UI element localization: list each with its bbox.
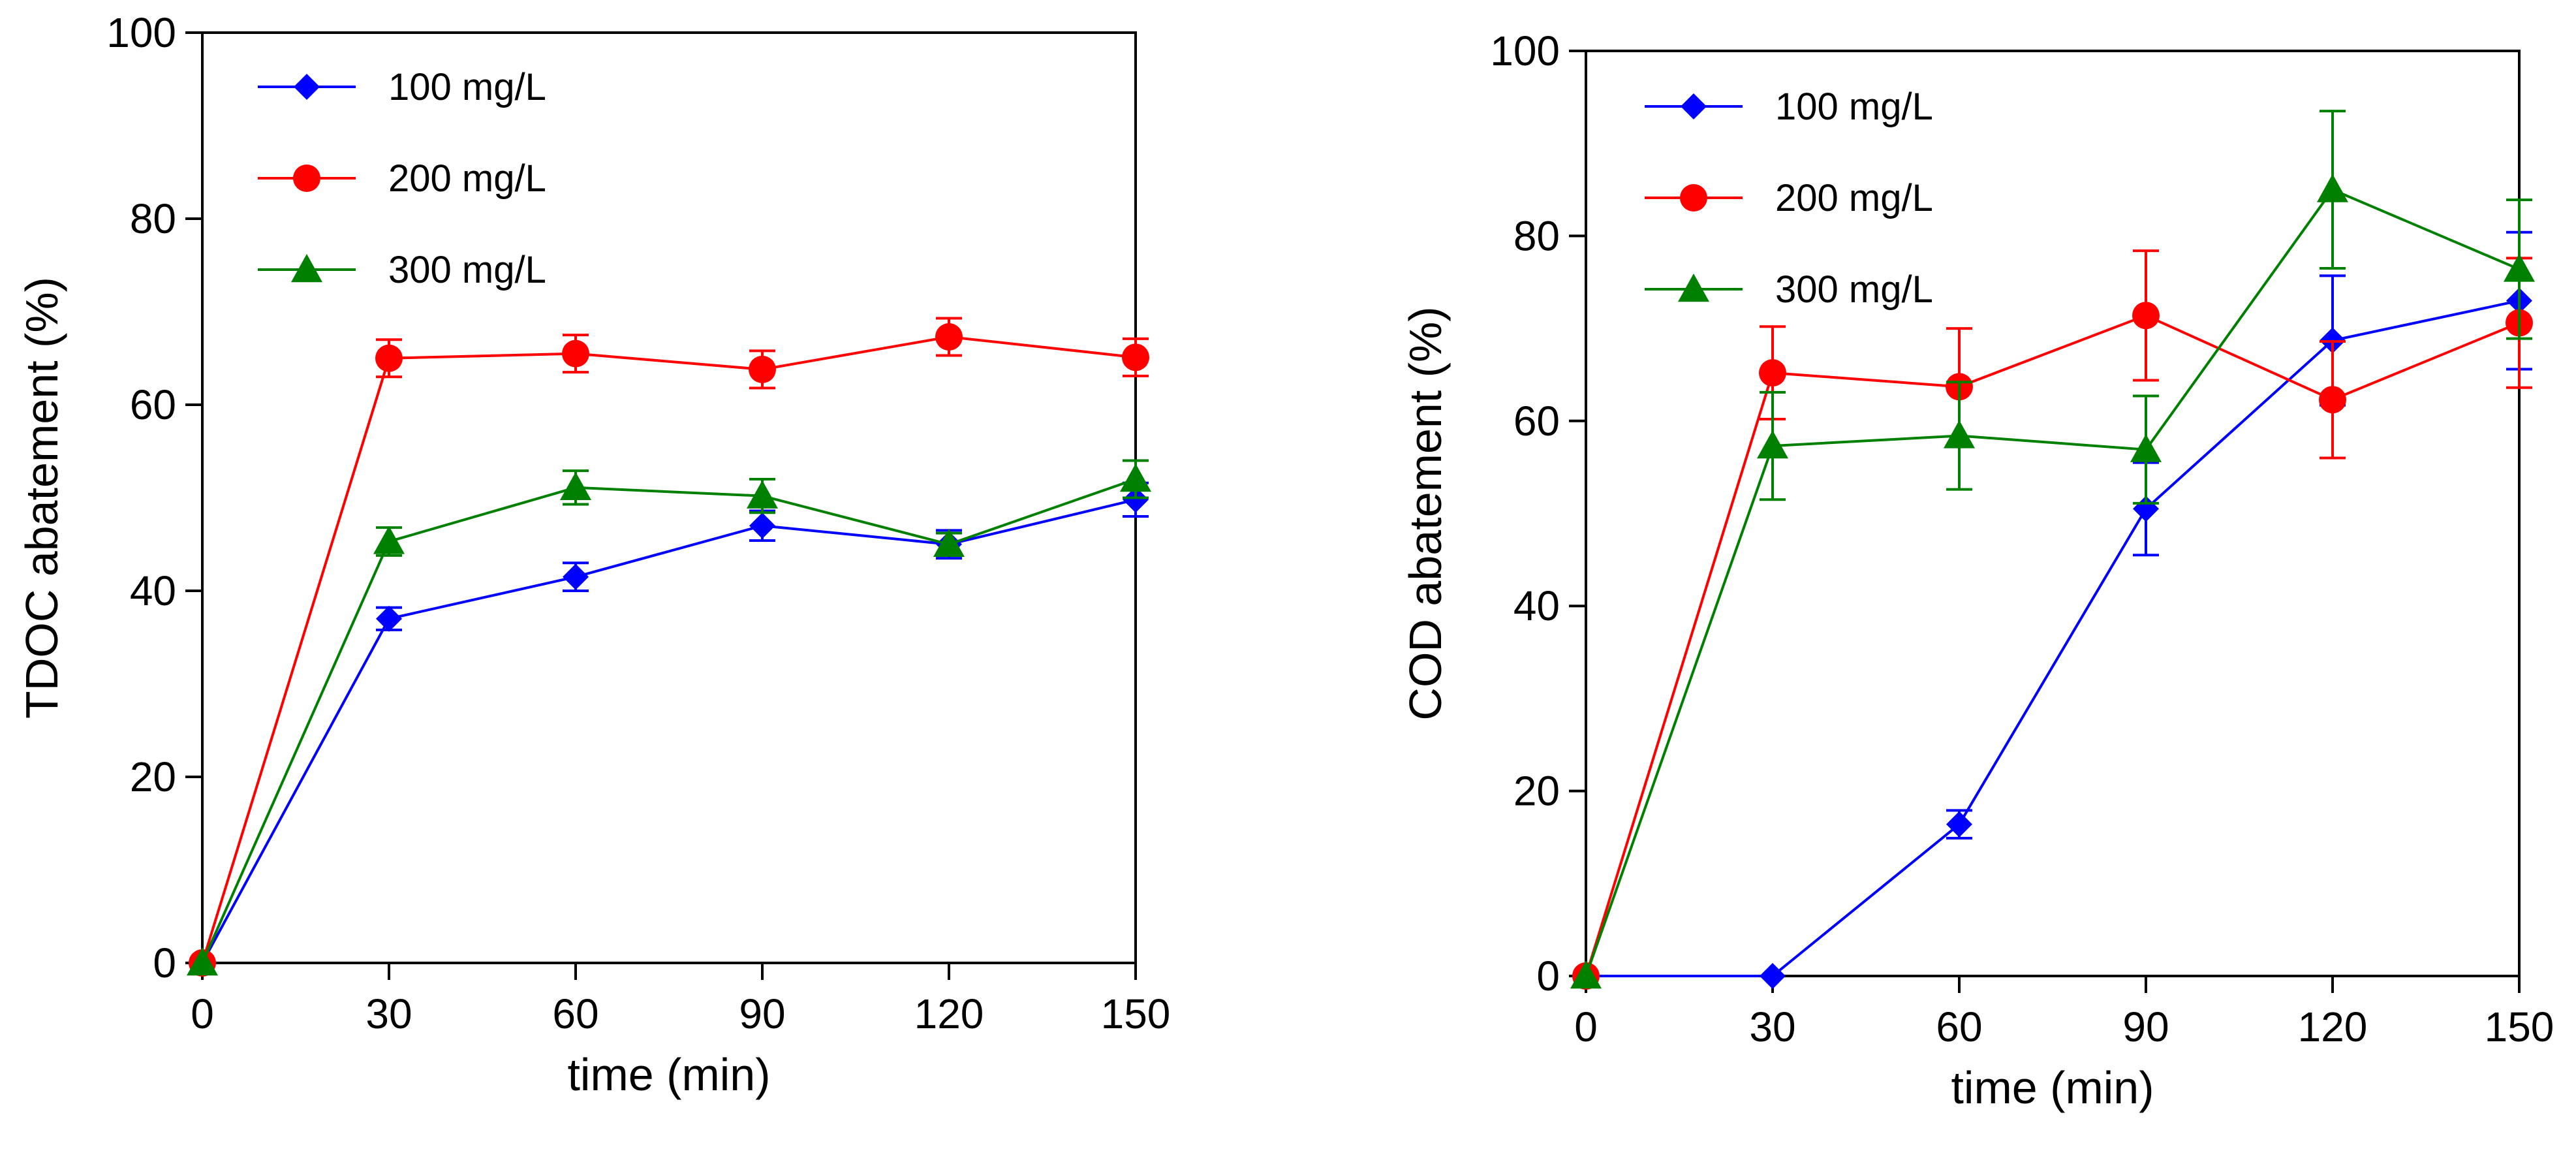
series-300-mg-l xyxy=(1570,110,2535,989)
data-point xyxy=(747,480,778,509)
data-point xyxy=(373,526,405,554)
y-tick-label: 40 xyxy=(130,567,176,614)
data-point xyxy=(933,528,965,557)
legend: 100 mg/L 200 mg/L 300 mg/L xyxy=(1645,86,1933,311)
y-tick-label: 20 xyxy=(130,753,176,800)
legend-label: 100 mg/L xyxy=(1775,86,1933,128)
series-line xyxy=(201,478,1136,964)
y-tick-label: 100 xyxy=(106,9,176,56)
plot-frame xyxy=(201,31,1137,964)
data-point xyxy=(1759,359,1786,387)
legend-marker xyxy=(1678,274,1709,302)
legend: 100 mg/L 200 mg/L 300 mg/L xyxy=(258,66,546,291)
x-tick-label: 90 xyxy=(739,990,785,1037)
y-tick-label: 60 xyxy=(130,381,176,428)
x-tick-label: 0 xyxy=(191,990,214,1037)
y-tick-label: 80 xyxy=(130,195,176,242)
legend-marker xyxy=(294,74,320,100)
legend-marker xyxy=(293,165,320,192)
series-line xyxy=(201,335,1136,964)
data-point xyxy=(1946,811,1972,838)
y-tick-label: 100 xyxy=(1490,27,1560,74)
series-line xyxy=(1586,299,2520,977)
series-line xyxy=(1585,188,2520,977)
data-point xyxy=(187,947,218,976)
data-point xyxy=(1944,420,1975,449)
x-tick-label: 30 xyxy=(365,990,412,1037)
series-line xyxy=(201,498,1136,964)
data-point xyxy=(749,512,775,539)
data-point xyxy=(560,471,591,501)
y-tick-label: 80 xyxy=(1513,212,1560,259)
x-tick-label: 30 xyxy=(1749,1003,1795,1050)
data-point xyxy=(1122,343,1149,371)
x-axis-label: time (min) xyxy=(1951,1062,2154,1113)
x-tick-label: 150 xyxy=(1101,990,1171,1037)
x-tick-label: 120 xyxy=(2298,1003,2368,1050)
series-300-mg-l xyxy=(187,459,1151,976)
series-line xyxy=(1585,314,2520,977)
data-point xyxy=(935,323,963,351)
data-point xyxy=(2130,433,2162,462)
y-tick-label: 20 xyxy=(1513,768,1560,815)
x-tick-label: 60 xyxy=(552,990,598,1037)
y-tick-label: 0 xyxy=(153,939,176,986)
x-tick-label: 150 xyxy=(2485,1003,2554,1050)
y-axis-label: COD abatement (%) xyxy=(1400,306,1451,720)
data-point xyxy=(2317,174,2348,202)
x-tick-label: 120 xyxy=(914,990,984,1037)
series-100-mg-l xyxy=(1573,230,2532,989)
data-point xyxy=(2132,302,2160,330)
data-point xyxy=(749,355,776,383)
y-tick-label: 40 xyxy=(1513,582,1560,629)
data-point xyxy=(1120,464,1151,492)
x-tick-label: 60 xyxy=(1936,1003,1982,1050)
data-point xyxy=(1757,430,1788,459)
x-tick-label: 0 xyxy=(1574,1003,1598,1050)
legend-marker xyxy=(1681,93,1707,119)
y-tick-label: 60 xyxy=(1513,398,1560,445)
legend-label: 100 mg/L xyxy=(388,66,546,108)
plot-frame xyxy=(1585,50,2521,977)
data-point xyxy=(376,605,402,632)
series-200-mg-l xyxy=(189,317,1149,977)
series-200-mg-l xyxy=(1572,249,2533,990)
legend-marker xyxy=(291,254,322,283)
legend-label: 300 mg/L xyxy=(388,249,546,291)
x-axis-label: time (min) xyxy=(567,1049,770,1100)
legend-label: 200 mg/L xyxy=(388,157,546,200)
y-tick-label: 0 xyxy=(1536,952,1560,999)
legend-marker xyxy=(1680,184,1707,212)
data-point xyxy=(562,339,589,368)
y-axis-label: TDOC abatement (%) xyxy=(16,277,67,719)
legend-label: 200 mg/L xyxy=(1775,177,1933,219)
data-point xyxy=(2504,253,2535,282)
legend-label: 300 mg/L xyxy=(1775,268,1933,311)
data-point xyxy=(1123,486,1149,513)
x-tick-label: 90 xyxy=(2122,1003,2169,1050)
cod-chart: 0 20 40 60 80 100 0 30 60 90 120 150 time (min) COD a… xyxy=(1400,27,2554,1113)
data-point xyxy=(1760,963,1786,989)
data-point xyxy=(2319,386,2346,414)
data-point xyxy=(563,563,589,590)
data-point xyxy=(375,344,403,372)
tdoc-chart: 0 20 40 60 80 100 0 30 60 90 120 150 time (min) TDOC … xyxy=(16,9,1170,1100)
series-100-mg-l xyxy=(189,481,1149,976)
data-point xyxy=(1570,960,1602,989)
